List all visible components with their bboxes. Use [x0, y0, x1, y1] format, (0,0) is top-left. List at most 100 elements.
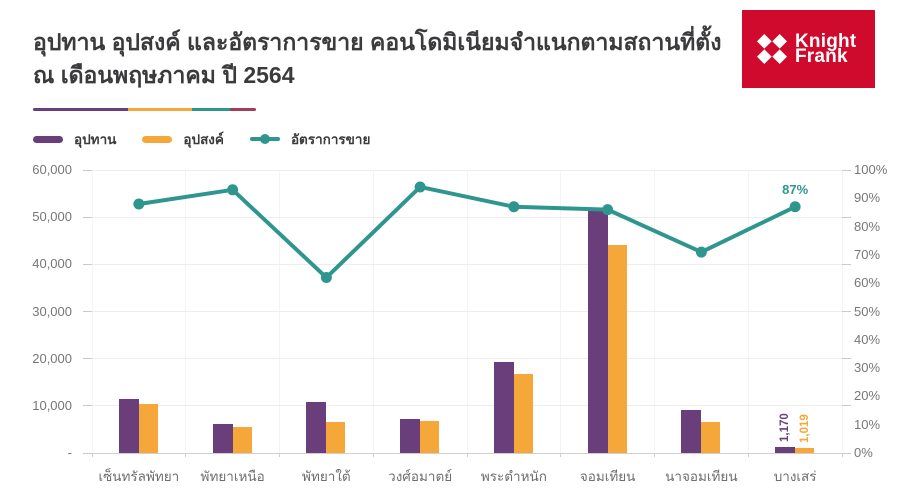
left-axis-label: 50,000: [32, 209, 72, 225]
left-axis-label: -: [67, 445, 72, 460]
demand-bar: [795, 448, 815, 453]
right-axis-label: 50%: [854, 303, 881, 319]
x-axis-tick: [91, 453, 93, 457]
sales-rate-point: [789, 201, 801, 213]
gridline: [92, 405, 842, 407]
left-axis-tick: [83, 452, 92, 454]
right-axis-label: 40%: [854, 331, 881, 347]
right-axis-label: 60%: [854, 275, 881, 291]
supply-bar: [775, 447, 796, 453]
right-axis-tick: [842, 405, 851, 407]
x-axis-line: [92, 452, 842, 454]
supply-bar: [212, 424, 233, 453]
x-axis-tick: [654, 453, 655, 457]
x-axis-label: นาจอมเทียน: [665, 469, 738, 484]
demand-bar: [420, 421, 440, 453]
underline-segment: [128, 108, 192, 111]
x-axis-tick: [466, 453, 468, 457]
chart-title-line-2: ณ เดือนพฤษภาคม ปี 2564: [33, 62, 295, 88]
logo-text-knight: Knight: [795, 31, 857, 52]
underline-segment: [230, 108, 256, 111]
right-axis-label: 20%: [854, 388, 881, 404]
x-axis-label: บางเสร่: [773, 469, 817, 484]
left-axis-label: 40,000: [32, 256, 72, 272]
supply-bar: [681, 410, 702, 453]
sales-rate-point: [320, 272, 332, 284]
left-axis-tick: [83, 311, 92, 312]
supply-bar: [118, 398, 139, 453]
legend-label-demand: อุปสงค์: [183, 132, 224, 147]
underline-segment: [192, 108, 230, 111]
chart-legend: อุปทาน อุปสงค์ อัตราการขาย: [33, 128, 396, 150]
supply-swatch: [33, 135, 63, 143]
right-axis-tick: [842, 452, 851, 454]
supply-bar: [306, 402, 327, 453]
right-axis-tick: [842, 263, 851, 265]
sales-rate-swatch: [249, 134, 280, 145]
sales-rate-point: [602, 204, 614, 216]
right-axis-tick: [842, 216, 851, 218]
right-axis-label: 30%: [854, 360, 881, 376]
x-axis-label: พัทยาเหนือ: [200, 469, 265, 484]
x-axis-label: พระตำหนัก: [480, 469, 547, 484]
x-axis-label: วงศ์อมาตย์: [388, 469, 453, 484]
demand-bar: [138, 404, 158, 453]
sales-rate-line: [133, 181, 801, 284]
chart-title: อุปทาน อุปสงค์ และอัตราการขาย คอนโดมิเนี…: [33, 26, 721, 92]
demand-bar: [513, 374, 533, 453]
sales-rate-point: [508, 201, 520, 213]
title-underline: [33, 108, 256, 111]
right-axis-label: 80%: [854, 218, 881, 234]
legend-label-supply: อุปทาน: [74, 132, 117, 147]
demand-bar: [232, 427, 252, 453]
sales-rate-point: [695, 246, 707, 258]
x-axis-label: จอมเทียน: [579, 469, 636, 484]
legend-item-sales-rate: อัตราการขาย: [249, 128, 371, 150]
right-axis-label: 70%: [854, 246, 881, 262]
underline-segment: [33, 108, 128, 111]
x-axis-label: เซ็นทรัลพัทยา: [98, 469, 180, 484]
left-axis-tick: [83, 216, 92, 218]
demand-swatch: [142, 135, 173, 143]
supply-bar: [400, 419, 421, 453]
left-axis-tick: [83, 263, 92, 265]
sales-rate-point: [414, 181, 426, 193]
legend-item-demand: อุปสงค์: [142, 128, 224, 150]
logo-text-frank: Frank: [795, 46, 848, 67]
x-axis-tick: [279, 453, 280, 457]
gridline: [92, 358, 842, 360]
right-axis-tick: [842, 311, 851, 312]
left-axis-tick: [83, 358, 92, 360]
left-axis-label: 10,000: [32, 397, 72, 413]
x-axis-tick: [747, 453, 749, 457]
logo-wordmark: Knight Frank: [795, 31, 857, 67]
right-axis-tick: [842, 169, 851, 171]
gridline: [92, 311, 842, 312]
gridline: [92, 169, 842, 171]
legend-label-sales-rate: อัตราการขาย: [290, 132, 371, 147]
right-axis-label: 100%: [854, 162, 888, 177]
x-axis-tick: [841, 453, 843, 457]
knight-frank-logo: Knight Frank: [742, 10, 875, 88]
demand-bar: [701, 422, 721, 453]
chart-title-line-1: อุปทาน อุปสงค์ และอัตราการขาย คอนโดมิเนี…: [33, 29, 722, 55]
knight-frank-mark-icon: [756, 33, 788, 65]
sales-rate-point: [133, 198, 145, 210]
supply-bar: [493, 361, 514, 453]
sales-rate-value-label: 87%: [782, 181, 809, 197]
x-axis-label: พัทยาใต้: [302, 469, 351, 484]
right-axis-label: 0%: [854, 445, 873, 460]
right-axis-tick: [842, 358, 851, 360]
sales-rate-point: [227, 184, 239, 196]
left-axis-label: 60,000: [32, 162, 72, 177]
demand-bar: [326, 422, 346, 453]
gridline: [92, 216, 842, 218]
chart-plot: - 10,000 20,000 30,000 40,000 50,000 60,000 0% 1…: [32, 162, 887, 484]
left-axis-label: 20,000: [32, 350, 72, 366]
legend-item-supply: อุปทาน: [33, 128, 116, 150]
left-axis-tick: [83, 169, 92, 171]
demand-bar: [607, 244, 627, 453]
supply-bar: [587, 207, 608, 453]
left-axis-label: 30,000: [32, 303, 72, 319]
